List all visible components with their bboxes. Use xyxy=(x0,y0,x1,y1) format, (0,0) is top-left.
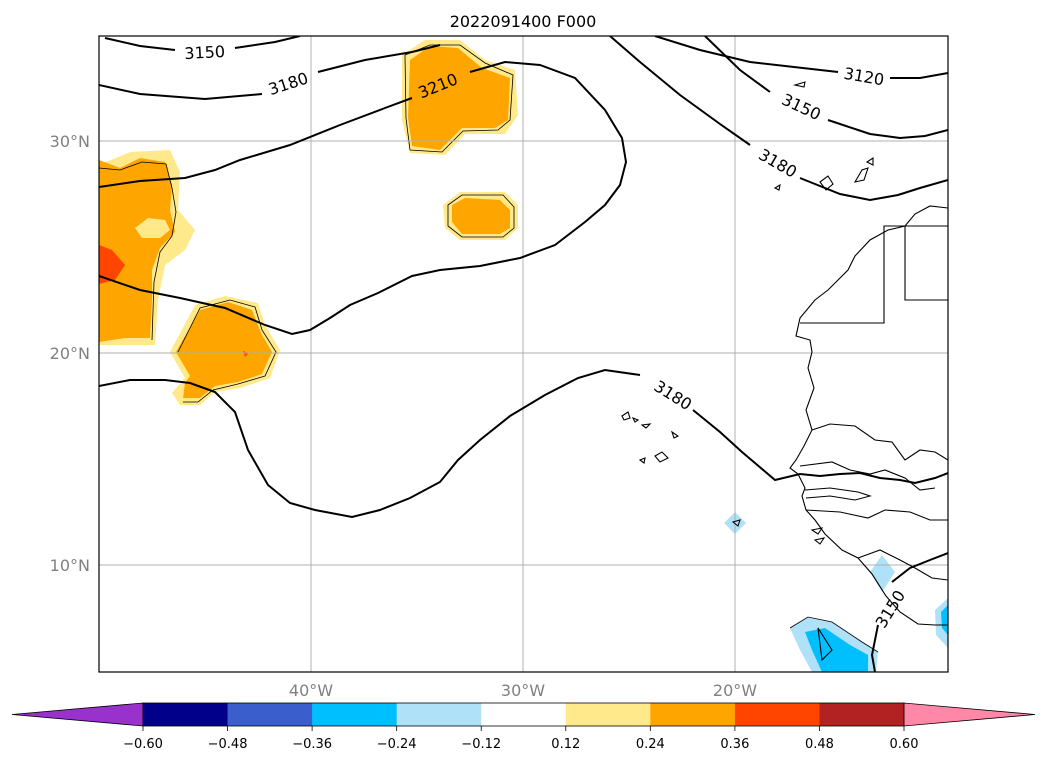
coast-canaries-1 xyxy=(853,167,869,183)
shading-neg-c2 xyxy=(805,628,868,672)
contour-3150-east xyxy=(704,36,948,140)
contour-label: 3180 xyxy=(651,376,696,414)
shading-blob-center xyxy=(176,302,272,398)
outline-north xyxy=(404,44,514,153)
contour-label: 3150 xyxy=(184,42,226,63)
contour-label: 3150 xyxy=(871,587,909,632)
contour-3150-southeast xyxy=(870,552,948,672)
coast-capeverde-1 xyxy=(621,411,631,421)
contour-label: 3150 xyxy=(779,90,824,124)
colorbar-bin xyxy=(734,703,820,726)
contour-3180-north xyxy=(99,44,441,101)
grid-lines xyxy=(99,36,948,672)
shading-positive xyxy=(99,40,518,405)
colorbar-tick-label: 0.36 xyxy=(720,737,749,752)
coast-cape-verde-islet xyxy=(813,537,826,545)
colorbar-tick-label: −0.12 xyxy=(461,737,501,752)
coast-capeverde-3 xyxy=(670,430,680,439)
outline-neg-c xyxy=(789,616,879,653)
colorbar: −0.60 −0.48 −0.36 −0.24 −0.12 0.12 0.24 0.36 0.4… xyxy=(11,702,1036,752)
map-plot-area: 3150 3180 3210 3120 3150 3180 3180 3150 xyxy=(99,36,948,672)
colorbar-tick-label: 0.48 xyxy=(805,737,834,752)
colorbar-bin xyxy=(650,703,736,726)
outline-west xyxy=(99,161,177,341)
colorbar-bin xyxy=(565,703,651,726)
colorbar-bin xyxy=(143,703,229,726)
colorbar-tick-label: 0.24 xyxy=(636,737,665,752)
border-gambia xyxy=(804,487,872,501)
latitude-labels: 30°N 20°N 10°N xyxy=(50,132,90,575)
colorbar-tick-label: −0.60 xyxy=(123,737,163,752)
colorbar-bin xyxy=(396,703,482,726)
colorbar-tick-label: 0.12 xyxy=(551,737,580,752)
contour-label: 3180 xyxy=(266,68,311,99)
colorbar-tick-label: 0.60 xyxy=(890,737,919,752)
lat-label-30n: 30°N xyxy=(50,132,90,151)
border-mali xyxy=(799,461,936,491)
lon-label-20w: 20°W xyxy=(713,681,757,700)
border-senegal xyxy=(811,423,948,461)
shading-blob-north xyxy=(408,46,510,150)
contour-3180-south xyxy=(99,368,948,519)
contour-3150-north xyxy=(104,36,301,51)
colorbar-tick-label: −0.36 xyxy=(292,737,332,752)
shading-neg-b xyxy=(870,555,895,592)
contour-3180-east xyxy=(609,36,948,202)
shading-negative xyxy=(724,512,948,672)
contour-label: 3180 xyxy=(755,145,800,182)
lon-label-30w: 30°W xyxy=(501,681,545,700)
contour-labels: 3150 3180 3210 3120 3150 3180 3180 3150 xyxy=(184,42,909,631)
lon-label-40w: 40°W xyxy=(289,681,333,700)
colorbar-tick-label: −0.24 xyxy=(377,737,417,752)
shading-hole-west xyxy=(135,218,170,238)
outline-mid xyxy=(447,194,515,238)
coast-capeverde-2 xyxy=(640,423,652,429)
height-contours xyxy=(99,36,948,672)
lat-label-20n: 20°N xyxy=(50,344,90,363)
map-frame xyxy=(98,35,949,673)
contour-3120-east xyxy=(654,36,948,79)
colorbar-extend-max xyxy=(903,702,1036,727)
coast-sl-islands xyxy=(817,627,833,662)
map-title: 2022091400 F000 xyxy=(450,12,597,31)
coast-capeverde-6 xyxy=(631,416,640,423)
shading-neg-d2 xyxy=(941,605,948,635)
contour-3210-north xyxy=(99,60,628,336)
colorbar-tick-label: −0.48 xyxy=(208,737,248,752)
colorbar-extend-min xyxy=(11,702,144,727)
coast-island-b xyxy=(731,519,741,527)
longitude-labels: 40°W 30°W 20°W xyxy=(289,681,757,700)
outline-center xyxy=(177,299,277,403)
colorbar-bin xyxy=(312,703,398,726)
coast-capeverde-4 xyxy=(638,457,646,464)
shading-outlines xyxy=(99,44,879,653)
border-western-sahara xyxy=(800,225,948,324)
colorbar-frame xyxy=(142,702,905,727)
coast-canaries-4 xyxy=(792,81,806,88)
colorbar-bin xyxy=(227,703,313,726)
coast-canaries-5 xyxy=(773,183,781,191)
coast-bissagos xyxy=(810,527,824,535)
border-guinea xyxy=(805,509,948,521)
shading-area-west xyxy=(99,158,175,342)
colorbar-bin xyxy=(819,703,905,726)
coastlines xyxy=(621,81,948,662)
lat-label-10n: 10°N xyxy=(50,556,90,575)
coast-capeverde-5 xyxy=(654,451,669,463)
coast-canaries-2 xyxy=(865,156,874,166)
colorbar-bin xyxy=(481,703,567,726)
shading-spot-west-red xyxy=(99,245,125,284)
shading-blob-mid xyxy=(452,198,510,234)
contour-label: 3120 xyxy=(842,64,885,90)
border-sierra-leone xyxy=(857,549,948,581)
